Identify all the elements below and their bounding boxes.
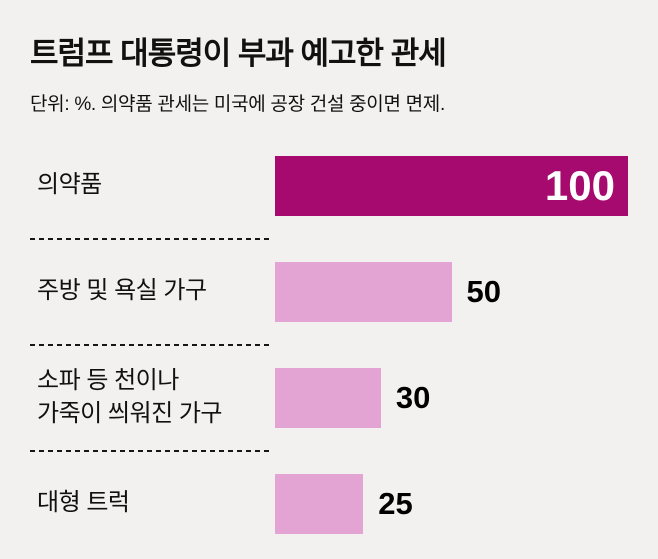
bar-value: 50 bbox=[466, 274, 501, 310]
bar-track: 30 bbox=[275, 367, 628, 428]
bar bbox=[275, 261, 452, 322]
dashed-separator bbox=[30, 343, 270, 346]
bar-track: 100 bbox=[275, 155, 628, 216]
bar-value: 25 bbox=[378, 486, 413, 522]
dashed-separator bbox=[30, 237, 270, 240]
bar-chart: 의약품 100 주방 및 욕실 가구 50 소파 등 천이나 가죽이 씌워진 가… bbox=[30, 142, 628, 548]
bar-track: 25 bbox=[275, 473, 628, 534]
bar bbox=[275, 473, 364, 534]
bar: 100 bbox=[275, 155, 628, 216]
bar bbox=[275, 367, 381, 428]
bar-row-heavy-trucks: 대형 트럭 25 bbox=[30, 460, 628, 548]
bar-label: 소파 등 천이나 가죽이 씌워진 가구 bbox=[37, 367, 222, 427]
bar-row-upholstered-furniture: 소파 등 천이나 가죽이 씌워진 가구 30 bbox=[30, 354, 628, 442]
bar-row-kitchen-bath-furniture: 주방 및 욕실 가구 50 bbox=[30, 248, 628, 336]
chart-subtitle: 단위: %. 의약품 관세는 미국에 공장 건설 중이면 면제. bbox=[30, 93, 445, 115]
bar-label: 주방 및 욕실 가구 bbox=[37, 277, 207, 305]
page-title: 트럼프 대통령이 부과 예고한 관세 bbox=[30, 36, 447, 71]
dashed-separator bbox=[30, 449, 270, 452]
bar-label: 대형 트럭 bbox=[37, 489, 130, 517]
bar-label: 의약품 bbox=[37, 171, 102, 199]
bar-track: 50 bbox=[275, 261, 628, 322]
bar-value: 100 bbox=[544, 161, 615, 209]
bar-value: 30 bbox=[395, 380, 431, 416]
bar-row-pharmaceuticals: 의약품 100 bbox=[30, 142, 628, 230]
